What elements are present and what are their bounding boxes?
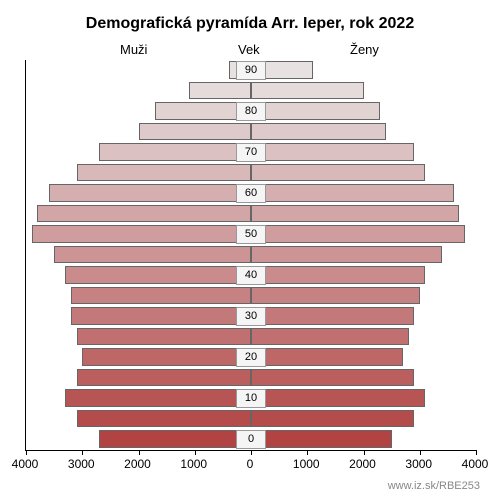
x-tick-label: 0: [247, 457, 254, 471]
bar-female: [251, 348, 403, 366]
label-male: Muži: [120, 42, 147, 57]
chart-area: 0 10 20 30 40 50 60 70 80 90: [25, 60, 476, 451]
x-tick-label: 3000: [68, 457, 95, 471]
bar-male: [189, 82, 251, 100]
y-tick-label: 90: [236, 61, 266, 80]
bar-female: [251, 287, 420, 305]
x-tick-label: 2000: [124, 457, 151, 471]
x-tick-label: 1000: [293, 457, 320, 471]
bar-male: [71, 287, 251, 305]
y-tick-label: 10: [236, 389, 266, 408]
y-tick-label: 20: [236, 348, 266, 367]
source-url: www.iz.sk/RBE253: [388, 480, 480, 492]
bar-male: [77, 328, 251, 346]
bar-male: [54, 246, 251, 264]
y-tick-label: 70: [236, 143, 266, 162]
bar-female: [251, 184, 454, 202]
bar-female: [251, 102, 380, 120]
bar-female: [251, 328, 409, 346]
bar-male: [37, 205, 251, 223]
bar-male: [99, 430, 251, 448]
x-tick-label: 1000: [180, 457, 207, 471]
bar-male: [65, 389, 251, 407]
bar-male: [77, 369, 251, 387]
y-tick-label: 0: [236, 430, 266, 449]
bar-female: [251, 389, 425, 407]
x-tick: [251, 450, 252, 455]
x-tick: [139, 450, 140, 455]
bar-male: [32, 225, 251, 243]
bar-female: [251, 430, 392, 448]
age-row: [26, 122, 476, 143]
bar-male: [82, 348, 251, 366]
x-tick-label: 3000: [405, 457, 432, 471]
x-tick-label: 4000: [12, 457, 39, 471]
bar-female: [251, 123, 386, 141]
bar-female: [251, 369, 414, 387]
x-tick-label: 4000: [462, 457, 489, 471]
label-female: Ženy: [350, 42, 379, 57]
age-row: [26, 286, 476, 307]
age-row: [26, 409, 476, 430]
x-tick: [476, 450, 477, 455]
x-tick: [364, 450, 365, 455]
y-tick-label: 50: [236, 225, 266, 244]
bar-male: [139, 123, 252, 141]
chart-container: Demografická pyramída Arr. Ieper, rok 20…: [0, 0, 500, 500]
bar-female: [251, 82, 364, 100]
age-row: [26, 163, 476, 184]
bar-male: [65, 266, 251, 284]
x-tick: [82, 450, 83, 455]
bar-male: [77, 410, 251, 428]
age-row: [26, 204, 476, 225]
bar-female: [251, 266, 425, 284]
bar-male: [49, 184, 252, 202]
y-tick-label: 40: [236, 266, 266, 285]
bar-female: [251, 143, 414, 161]
x-tick: [307, 450, 308, 455]
bar-male: [71, 307, 251, 325]
x-tick: [420, 450, 421, 455]
bar-female: [251, 410, 414, 428]
bar-male: [77, 164, 251, 182]
chart-title: Demografická pyramída Arr. Ieper, rok 20…: [0, 15, 500, 33]
x-tick: [26, 450, 27, 455]
x-tick-label: 2000: [349, 457, 376, 471]
age-row: [26, 368, 476, 389]
bar-male: [99, 143, 251, 161]
label-age: Vek: [238, 42, 260, 57]
x-tick: [195, 450, 196, 455]
y-tick-label: 60: [236, 184, 266, 203]
age-row: [26, 245, 476, 266]
y-tick-label: 80: [236, 102, 266, 121]
age-row: [26, 81, 476, 102]
bar-female: [251, 164, 425, 182]
bar-female: [251, 307, 414, 325]
bar-female: [251, 225, 465, 243]
y-tick-label: 30: [236, 307, 266, 326]
bar-female: [251, 246, 442, 264]
bar-female: [251, 205, 459, 223]
age-row: [26, 327, 476, 348]
